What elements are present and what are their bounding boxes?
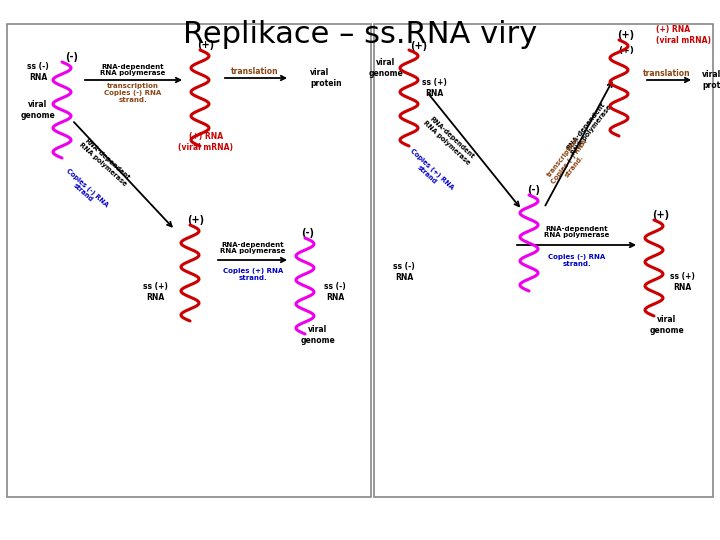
Text: (-): (-) <box>528 185 541 195</box>
Text: (-): (-) <box>302 228 315 238</box>
Text: viral
genome: viral genome <box>369 58 403 78</box>
Text: viral
genome: viral genome <box>649 315 685 335</box>
Text: viral
protein: viral protein <box>310 68 341 87</box>
Text: (+): (+) <box>618 45 634 55</box>
Text: Copies (-) RNA
strand.: Copies (-) RNA strand. <box>549 253 606 267</box>
Text: ss (+)
RNA: ss (+) RNA <box>422 78 446 98</box>
Text: Copies (+) RNA
strand.: Copies (+) RNA strand. <box>223 268 283 281</box>
Text: (+): (+) <box>618 30 634 40</box>
Text: (+): (+) <box>652 210 670 220</box>
Text: (+) RNA
(viral mRNA): (+) RNA (viral mRNA) <box>179 132 233 152</box>
Text: Replikace – ss.RNA viry: Replikace – ss.RNA viry <box>183 20 537 49</box>
Text: viral
genome: viral genome <box>21 100 55 120</box>
Text: (+) RNA
(viral mRNA): (+) RNA (viral mRNA) <box>656 25 711 45</box>
Text: ss (+)
RNA: ss (+) RNA <box>143 282 168 302</box>
Bar <box>7 24 371 497</box>
Text: translation: translation <box>643 69 690 78</box>
Text: ss (-)
RNA: ss (-) RNA <box>27 62 49 82</box>
Text: RNA-dependent
RNA polymerase: RNA-dependent RNA polymerase <box>78 137 132 187</box>
Text: viral
protein: viral protein <box>702 70 720 90</box>
Text: (+): (+) <box>410 41 428 51</box>
Text: viral
genome: viral genome <box>301 325 336 345</box>
Text: (+): (+) <box>197 40 215 50</box>
Text: transcription
Copies (-) RNA
strand.: transcription Copies (-) RNA strand. <box>104 83 161 103</box>
Text: transcription
Copies (-) RNA
strand.: transcription Copies (-) RNA strand. <box>544 134 593 190</box>
Text: RNA-dependent
RNA polymerase: RNA-dependent RNA polymerase <box>100 64 166 77</box>
Text: ss (-)
RNA: ss (-) RNA <box>324 282 346 302</box>
Text: ss (-)
RNA: ss (-) RNA <box>393 262 415 282</box>
Bar <box>374 24 713 497</box>
Text: RNA-dependent
RNA polymerase: RNA-dependent RNA polymerase <box>544 226 610 239</box>
Text: ss (+)
RNA: ss (+) RNA <box>670 272 694 292</box>
Text: RNA-dependent
RNA polymerase: RNA-dependent RNA polymerase <box>565 100 613 156</box>
Text: RNA-dependent
RNA polymerase: RNA-dependent RNA polymerase <box>422 114 476 166</box>
Text: translation: translation <box>231 68 279 77</box>
Text: Copies (-) RNA
strand: Copies (-) RNA strand <box>60 167 109 213</box>
Text: (-): (-) <box>66 52 78 62</box>
Text: (+): (+) <box>187 215 204 225</box>
Text: Copies (+) RNA
strand: Copies (+) RNA strand <box>404 148 454 196</box>
Text: RNA-dependent
RNA polymerase: RNA-dependent RNA polymerase <box>220 241 286 254</box>
